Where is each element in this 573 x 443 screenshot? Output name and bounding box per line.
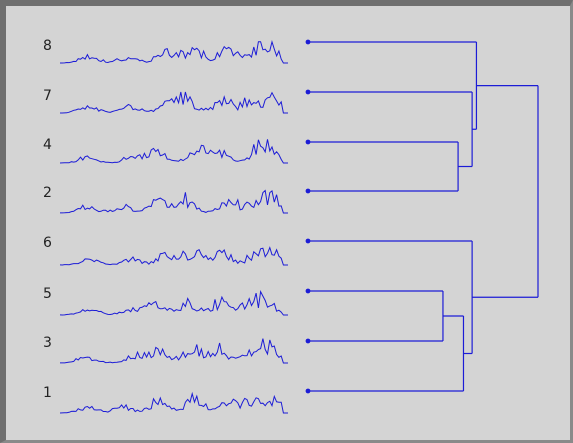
row-label: 4 xyxy=(43,137,52,153)
row-label: 6 xyxy=(43,235,52,251)
waveform-traces xyxy=(59,39,288,414)
row-label: 2 xyxy=(43,185,52,201)
waveform-trace-6 xyxy=(59,246,288,266)
row-label: 3 xyxy=(43,335,52,351)
row-label: 7 xyxy=(43,88,52,104)
waveform-trace-3 xyxy=(60,338,288,364)
waveform-trace-7 xyxy=(60,91,288,114)
waveform-trace-1 xyxy=(59,391,288,414)
row-labels: 8 7 4 2 6 5 3 1 xyxy=(43,38,52,401)
waveform-trace-8 xyxy=(60,39,288,64)
row-label: 5 xyxy=(43,286,52,302)
dendrogram-tree xyxy=(305,39,539,394)
waveform-trace-4 xyxy=(59,139,288,164)
row-label: 8 xyxy=(43,38,52,54)
waveform-trace-2 xyxy=(60,189,288,214)
waveform-trace-5 xyxy=(59,289,288,316)
row-label: 1 xyxy=(43,385,52,401)
